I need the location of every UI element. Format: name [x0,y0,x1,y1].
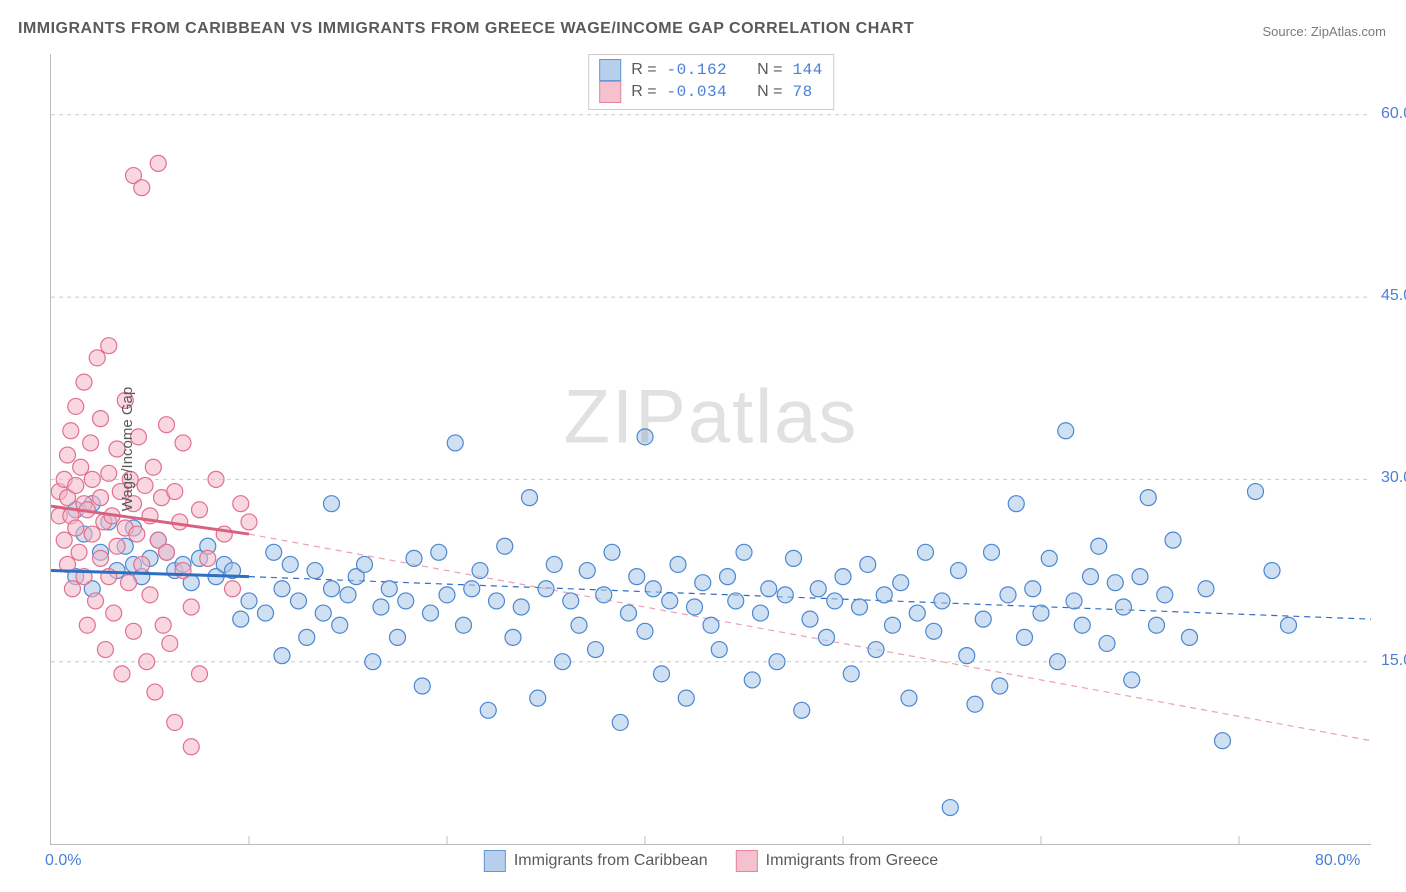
source-label: Source: [1262,24,1310,39]
series-legend: Immigrants from Caribbean Immigrants from… [484,850,938,872]
legend-item: Immigrants from Greece [736,850,938,872]
x-tick-label: 80.0% [1315,852,1360,870]
plot-svg [51,54,1371,844]
legend-swatch [484,850,506,872]
legend-label: Immigrants from Caribbean [514,852,708,870]
legend-item: Immigrants from Caribbean [484,850,708,872]
stat-legend-row: R =-0.162N = 144 [599,59,823,81]
source-attribution: Source: ZipAtlas.com [1262,24,1386,39]
legend-label: Immigrants from Greece [766,852,938,870]
y-tick-label: 45.0% [1381,287,1406,305]
stat-legend: R =-0.162N = 144R =-0.034N = 78 [588,54,834,110]
legend-swatch [736,850,758,872]
y-tick-label: 15.0% [1381,652,1406,670]
y-axis-label: Wage/Income Gap [119,387,136,512]
chart-title: IMMIGRANTS FROM CARIBBEAN VS IMMIGRANTS … [18,20,914,38]
scatter-plot: Wage/Income Gap ZIPatlas R =-0.162N = 14… [50,54,1371,845]
legend-swatch [599,81,621,103]
x-tick-label: 0.0% [45,852,81,870]
source-name: ZipAtlas.com [1311,24,1386,39]
stat-legend-row: R =-0.034N = 78 [599,81,823,103]
y-tick-label: 60.0% [1381,105,1406,123]
y-tick-label: 30.0% [1381,469,1406,487]
legend-swatch [599,59,621,81]
